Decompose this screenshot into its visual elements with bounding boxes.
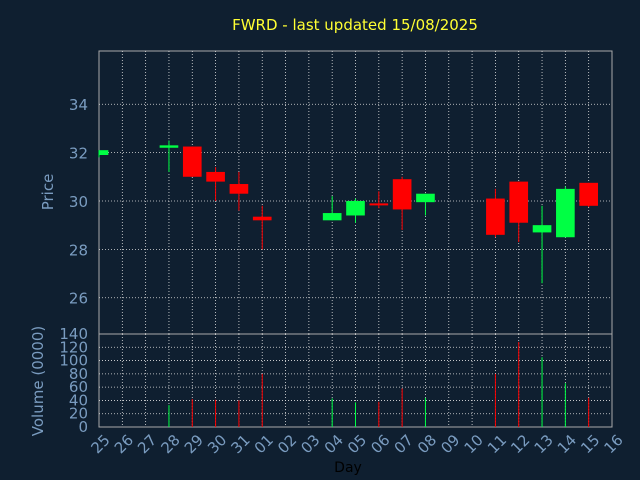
candle-body: [206, 171, 225, 182]
volume-tick-label: 80: [69, 365, 88, 383]
x-tick-label: 05: [344, 431, 370, 457]
candle-body: [99, 150, 109, 156]
x-tick-label: 02: [274, 431, 300, 457]
price-tick-label: 30: [69, 193, 88, 211]
x-tick-label: 13: [531, 431, 557, 457]
x-tick-label: 12: [507, 431, 533, 457]
x-tick-label: 26: [111, 431, 137, 457]
x-tick-label: 29: [181, 431, 207, 457]
x-tick-label: 28: [157, 431, 183, 457]
candle-body: [556, 188, 575, 238]
candle-body: [579, 182, 599, 206]
x-tick-label: 01: [251, 431, 277, 457]
x-tick-label: 30: [204, 431, 230, 457]
x-tick-label: 16: [601, 431, 627, 457]
volume-tick-label: 0: [78, 418, 88, 436]
x-axis-label: Day: [334, 460, 362, 476]
price-tick-label: 26: [69, 290, 88, 308]
candle-body: [509, 181, 529, 223]
candle-body: [392, 179, 412, 210]
x-tick-label: 04: [321, 431, 347, 457]
candle-body: [532, 225, 552, 233]
volume-tick-label: 100: [59, 352, 88, 370]
x-tick-label: 09: [437, 431, 463, 457]
candle-body: [322, 213, 342, 221]
candle-body: [416, 193, 435, 203]
x-tick-label: 25: [88, 431, 114, 457]
x-tick-label: 10: [461, 431, 487, 457]
x-axis: 2526272829303101020304050607080910111213…: [88, 431, 627, 457]
x-tick-label: 15: [577, 431, 603, 457]
x-tick-label: 08: [414, 431, 440, 457]
volume-tick-label: 20: [69, 405, 88, 423]
x-tick-label: 31: [227, 431, 253, 457]
x-tick-label: 07: [391, 431, 417, 457]
volume-tick-label: 120: [59, 338, 88, 356]
x-tick-label: 27: [134, 431, 160, 457]
candle-body: [346, 200, 365, 216]
x-tick-label: 11: [484, 431, 510, 457]
volume-tick-label: 40: [69, 391, 88, 409]
price-tick-label: 32: [69, 145, 88, 163]
price-axis-label: Price: [39, 174, 57, 211]
x-tick-label: 03: [297, 431, 323, 457]
x-tick-label: 06: [367, 431, 393, 457]
volume-tick-label: 60: [69, 378, 88, 396]
price-tick-label: 28: [69, 241, 88, 259]
candle-body: [229, 184, 249, 194]
candle-body: [159, 145, 179, 148]
volume-axis-label: Volume (0000): [29, 326, 47, 436]
candle-body: [252, 216, 272, 221]
price-panel: 26 28 30 32 34: [69, 50, 613, 335]
volume-tick-label: 140: [59, 325, 88, 343]
x-tick-label: 14: [554, 431, 580, 457]
price-tick-label: 34: [69, 96, 88, 114]
candle-body: [486, 198, 505, 235]
chart-title: FWRD - last updated 15/08/2025: [232, 16, 478, 34]
candle-body: [369, 203, 389, 206]
candle-body: [182, 146, 202, 177]
